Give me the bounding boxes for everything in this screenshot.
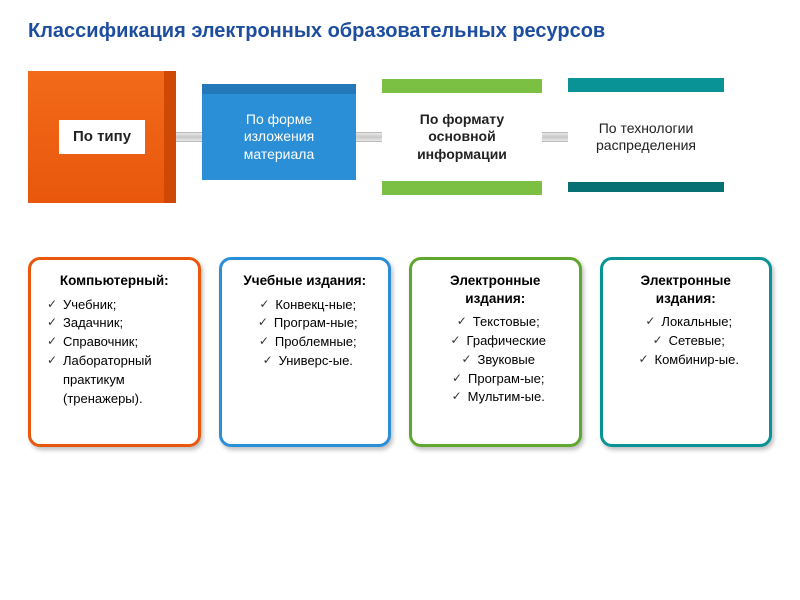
list-item: Сетевые; xyxy=(651,332,725,351)
cards-row: Компьютерный: Учебник; Задачник; Справоч… xyxy=(28,257,772,447)
card-list: Локальные; Сетевые; Комбинир-ые. xyxy=(613,313,760,370)
card-title: Учебные издания: xyxy=(232,272,379,290)
category-label-form: По форме изложения материала xyxy=(210,111,348,164)
card-title: Электронные издания: xyxy=(422,272,569,307)
list-item: Мультим-ые. xyxy=(450,388,545,407)
card-title: Компьютерный: xyxy=(41,272,188,290)
list-item: Програм-ные; xyxy=(256,314,358,333)
card-title: Электронные издания: xyxy=(613,272,760,307)
card-format: Электронные издания: Текстовые; Графичес… xyxy=(409,257,582,447)
list-item: Конвекц-ные; xyxy=(257,296,356,315)
list-item: Универс-ые. xyxy=(261,352,353,371)
list-item: Справочник; xyxy=(45,333,188,352)
list-item: Звуковые xyxy=(459,351,535,370)
list-item: Учебник; xyxy=(45,296,188,315)
category-label-format: По формату основной информации xyxy=(390,111,534,164)
category-label-type: По типу xyxy=(59,120,145,155)
list-item: Текстовые; xyxy=(455,313,540,332)
category-blocks-row: По типу По форме изложения материала По … xyxy=(28,71,772,203)
list-item: Задачник; xyxy=(45,314,188,333)
page-title: Классификация электронных образовательны… xyxy=(28,20,772,43)
list-item: Графические xyxy=(449,332,546,351)
category-block-tech: По технологии распределения xyxy=(568,92,724,182)
list-item: Лабораторный практикум (тренажеры). xyxy=(45,352,188,409)
connector-icon xyxy=(542,132,568,142)
list-item: Локальные; xyxy=(643,313,732,332)
category-block-form: По форме изложения материала xyxy=(202,94,356,180)
connector-icon xyxy=(356,132,382,142)
card-type: Компьютерный: Учебник; Задачник; Справоч… xyxy=(28,257,201,447)
connector-icon xyxy=(176,132,202,142)
card-form: Учебные издания: Конвекц-ные; Програм-ны… xyxy=(219,257,392,447)
card-tech: Электронные издания: Локальные; Сетевые;… xyxy=(600,257,773,447)
list-item: Проблемные; xyxy=(257,333,357,352)
category-block-format: По формату основной информации xyxy=(382,93,542,181)
card-list: Учебник; Задачник; Справочник; Лаборатор… xyxy=(41,296,188,409)
card-list: Текстовые; Графические Звуковые Програм-… xyxy=(422,313,569,407)
card-list: Конвекц-ные; Програм-ные; Проблемные; Ун… xyxy=(232,296,379,371)
list-item: Програм-ые; xyxy=(450,370,544,389)
category-label-tech: По технологии распределения xyxy=(576,120,716,155)
category-block-type: По типу xyxy=(28,71,176,203)
list-item: Комбинир-ые. xyxy=(637,351,740,370)
